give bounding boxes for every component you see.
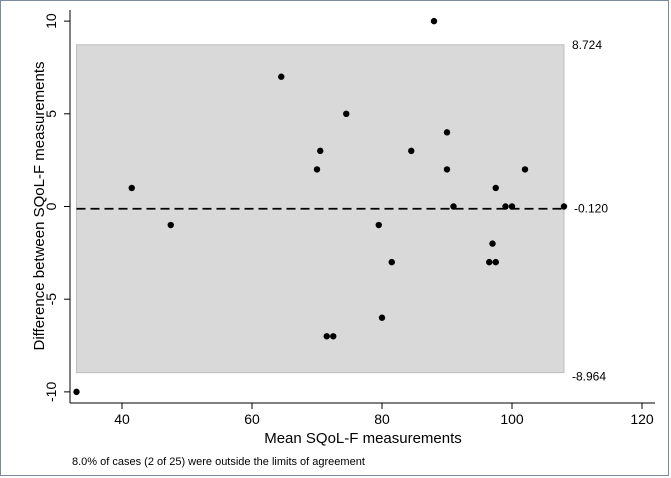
data-point (492, 184, 499, 192)
data-point (278, 73, 285, 80)
data-point (323, 333, 330, 340)
data-point (343, 110, 350, 118)
data-point (560, 203, 568, 210)
y-tick-label: 5 (43, 110, 59, 118)
x-tick-label: 120 (630, 411, 654, 427)
data-point (73, 388, 80, 396)
data-point (489, 240, 496, 247)
y-axis-title: Difference between SQoL-F measurements (31, 61, 48, 350)
y-tick-label: 0 (43, 202, 59, 210)
reference-labels-layer: 8.724 -0.120 -8.964 (572, 38, 608, 384)
y-tick-label: 10 (43, 13, 59, 29)
y-tick-label: -10 (43, 382, 59, 402)
data-point (521, 166, 529, 173)
data-point (443, 129, 451, 136)
x-tick-label: 100 (500, 411, 524, 427)
upper-limit-label: 8.724 (572, 38, 602, 52)
data-point (443, 166, 451, 173)
axes-layer: 40 60 80 100 120 -10 -5 0 5 10 (43, 10, 655, 427)
data-point (492, 258, 499, 266)
lower-limit-label: -8.964 (572, 370, 606, 384)
data-point (128, 184, 135, 192)
x-tick-label: 80 (374, 411, 390, 427)
data-point (378, 314, 386, 321)
data-point (375, 221, 382, 229)
data-point (317, 147, 324, 155)
points-layer (73, 17, 568, 396)
y-tick-label: -5 (43, 293, 59, 306)
mean-difference-label: -0.120 (574, 202, 608, 216)
data-point (313, 166, 321, 173)
data-point (502, 203, 509, 210)
data-point (167, 221, 174, 229)
x-axis-title: Mean SQoL-F measurements (264, 430, 462, 447)
data-point (450, 203, 457, 210)
data-point (408, 147, 415, 155)
outside-limits-note: 8.0% of cases (2 of 25) were outside the… (72, 456, 365, 468)
data-point (508, 203, 516, 210)
data-point (486, 258, 493, 266)
data-point (388, 258, 395, 266)
x-tick-label: 40 (114, 411, 130, 427)
data-point (330, 333, 337, 340)
data-point (430, 17, 438, 25)
x-tick-label: 60 (244, 411, 260, 427)
